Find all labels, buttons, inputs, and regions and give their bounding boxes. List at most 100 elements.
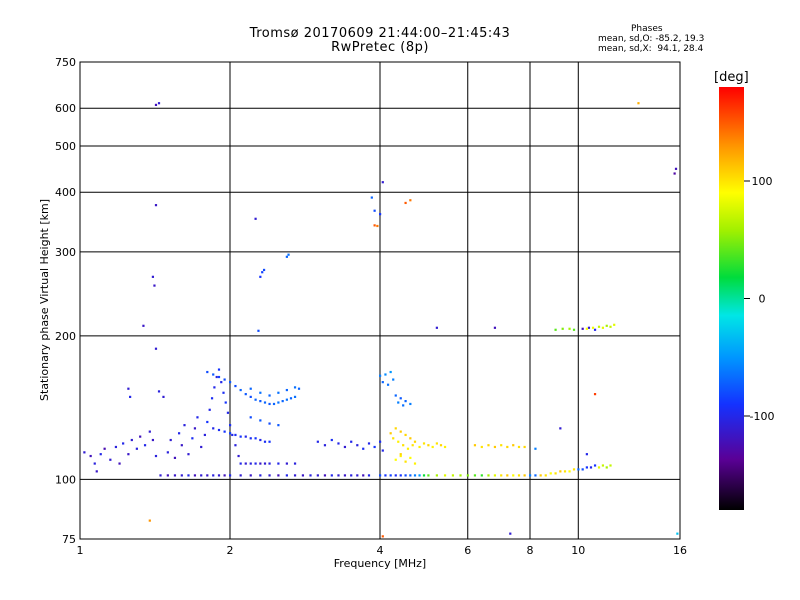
data-point [268,394,271,397]
data-point [261,271,264,274]
data-point [523,445,526,449]
data-point [180,474,183,477]
data-point [676,532,679,535]
data-point [206,370,209,374]
data-point [581,327,584,330]
data-point [356,444,359,447]
data-point [337,442,340,445]
data-point [381,181,384,184]
data-point [249,387,252,390]
data-point [143,444,147,447]
data-point [200,474,203,477]
data-point [593,393,597,396]
colorbar-label: [deg] [714,70,749,85]
data-point [259,419,262,422]
data-point [413,462,417,465]
data-point [287,253,290,256]
data-point [217,428,221,432]
data-point [277,462,280,465]
data-point [613,323,616,326]
data-point [127,387,130,390]
data-point [259,400,262,403]
data-point [293,395,297,398]
data-point [277,391,280,394]
data-point [422,474,426,477]
data-point [601,326,605,329]
data-point [451,474,455,477]
data-point [512,444,515,447]
data-point [397,440,400,443]
data-point [585,466,588,469]
data-point [285,398,288,401]
data-point [509,532,512,535]
data-point [427,474,430,477]
data-point [413,474,417,477]
data-point [559,470,562,473]
x-tick-label: 2 [227,544,234,557]
data-point [200,445,203,449]
data-point [285,255,288,258]
data-point [512,474,515,477]
data-point [224,401,227,404]
data-point [487,474,490,477]
data-point [563,470,567,473]
data-point [259,275,262,278]
data-point [418,474,421,477]
phases-heading: Phases [631,24,663,34]
data-point [249,416,252,419]
data-point [373,224,376,227]
data-point [572,328,576,331]
data-point [517,445,521,449]
data-point [418,445,421,449]
data-point [99,453,102,456]
data-point [139,435,142,438]
data-point [135,447,138,450]
data-point [293,474,297,477]
y-tick-label: 200 [55,330,76,343]
data-point [142,324,145,327]
data-point [272,402,276,406]
data-point [381,449,384,452]
data-point [285,462,288,465]
data-point [277,424,280,427]
data-point [589,466,593,469]
colorbar-tick-label: 100 [752,175,773,188]
data-point [103,447,106,450]
data-point [187,474,190,477]
data-point [223,430,226,433]
data-point [177,432,181,435]
data-point [585,327,588,330]
data-point [413,440,417,443]
data-point [409,402,412,406]
data-point [234,444,237,447]
data-point [212,373,215,376]
data-point [196,416,199,419]
data-point [506,474,509,477]
data-point [593,464,597,467]
data-point [183,424,186,427]
data-point [89,454,92,458]
data-point [373,445,376,449]
data-point [257,329,260,332]
data-point [220,381,223,384]
data-point [362,474,365,477]
data-point [544,474,547,477]
data-point [568,470,571,473]
data-point [399,453,402,456]
data-point [191,437,194,440]
data-point [394,394,397,397]
data-point [373,209,376,212]
data-point [259,438,262,442]
data-point [244,462,247,465]
data-point [480,474,483,477]
data-point [263,440,267,443]
data-point [674,167,678,170]
data-point [370,196,373,199]
data-point [529,474,532,477]
data-point [399,397,402,400]
data-point [229,474,232,477]
data-point [151,438,155,442]
data-point [237,454,240,458]
data-point [443,445,447,449]
